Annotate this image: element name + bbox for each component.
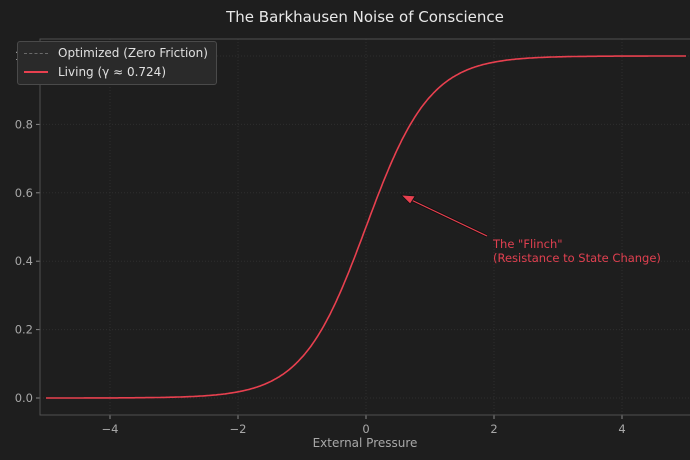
- svg-text:0.4: 0.4: [15, 254, 33, 268]
- legend-label: Living (γ ≈ 0.724): [58, 65, 166, 79]
- chart-title: The Barkhausen Noise of Conscience: [226, 8, 504, 26]
- flinch-annotation: The "Flinch" (Resistance to State Change…: [493, 237, 661, 265]
- legend-item-living: Living (γ ≈ 0.724): [24, 65, 166, 79]
- solid-line-swatch-icon: [24, 71, 48, 73]
- legend-label: Optimized (Zero Friction): [58, 46, 208, 60]
- grid-lines: [40, 39, 690, 415]
- svg-text:0.0: 0.0: [15, 391, 33, 405]
- svg-text:−4: −4: [102, 422, 119, 436]
- x-axis-label: External Pressure: [312, 436, 418, 450]
- svg-text:2: 2: [490, 422, 497, 436]
- legend-item-optimized: Optimized (Zero Friction): [24, 46, 208, 60]
- svg-text:0: 0: [362, 422, 369, 436]
- svg-text:0.6: 0.6: [15, 186, 33, 200]
- dashed-line-swatch-icon: [24, 52, 48, 54]
- svg-text:0.2: 0.2: [15, 323, 33, 337]
- annotation-line1: The "Flinch": [493, 237, 563, 251]
- living-curve: [46, 55, 686, 399]
- axes: [36, 38, 690, 419]
- legend: Optimized (Zero Friction) Living (γ ≈ 0.…: [17, 41, 217, 85]
- svg-text:4: 4: [618, 422, 625, 436]
- svg-text:−2: −2: [230, 422, 247, 436]
- annotation-line2: (Resistance to State Change): [493, 251, 661, 265]
- svg-text:0.8: 0.8: [15, 117, 33, 131]
- annotation-arrow: [400, 194, 488, 238]
